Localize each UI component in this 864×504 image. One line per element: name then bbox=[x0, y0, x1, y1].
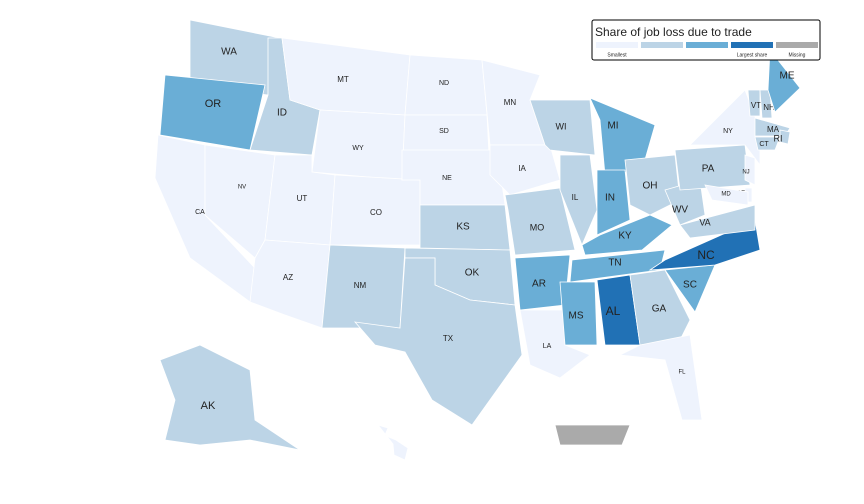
legend-swatch bbox=[776, 42, 818, 48]
legend-swatch bbox=[596, 42, 638, 48]
state-label: RI bbox=[774, 133, 783, 143]
state-label: UT bbox=[297, 194, 308, 203]
state-label: NE bbox=[442, 175, 452, 182]
legend-swatch bbox=[641, 42, 683, 48]
state-label: AK bbox=[201, 400, 216, 412]
state bbox=[249, 239, 331, 329]
state bbox=[375, 424, 409, 461]
state bbox=[504, 187, 576, 256]
state bbox=[489, 144, 561, 196]
state-label: NJ bbox=[742, 170, 749, 176]
legend-swatch bbox=[731, 42, 773, 48]
state bbox=[759, 89, 773, 119]
state-label: MS bbox=[569, 311, 584, 322]
states: WA OR CA NV ID MT WY UT AZ CO NM ND SD NE KS OK TX MN IA MO… bbox=[154, 19, 801, 461]
state-label: CT bbox=[759, 141, 769, 148]
state bbox=[664, 264, 716, 313]
state-label: VA bbox=[699, 217, 710, 227]
legend-label: Smallest bbox=[607, 52, 627, 58]
state-label: WI bbox=[556, 121, 567, 131]
state-label: TX bbox=[443, 334, 454, 343]
state-label: IA bbox=[518, 164, 526, 173]
state bbox=[596, 169, 631, 236]
legend-label: Largest share bbox=[737, 52, 768, 58]
state-label: ME bbox=[780, 71, 795, 82]
legend: Share of job loss due to trade Smallest L… bbox=[591, 19, 821, 61]
state-label: WA bbox=[221, 47, 237, 58]
state bbox=[569, 249, 666, 283]
state-label: IN bbox=[605, 193, 615, 204]
state-label: NM bbox=[354, 281, 367, 290]
state-label: OR bbox=[205, 98, 222, 110]
state bbox=[581, 214, 673, 256]
state bbox=[559, 154, 598, 247]
state-label: MD bbox=[721, 192, 731, 198]
state-label: SD bbox=[439, 128, 449, 135]
state bbox=[704, 184, 749, 206]
state-label: MT bbox=[337, 75, 349, 84]
state-label: NH bbox=[763, 103, 775, 112]
state bbox=[529, 99, 596, 156]
state-label: AZ bbox=[283, 273, 293, 282]
state bbox=[747, 89, 761, 117]
state bbox=[744, 154, 756, 186]
state-label: KS bbox=[456, 222, 470, 233]
state-label: ID bbox=[277, 108, 287, 119]
state-label: AL bbox=[606, 304, 621, 318]
state bbox=[618, 334, 703, 421]
state-label: SC bbox=[683, 280, 697, 291]
state-label: GA bbox=[652, 304, 667, 315]
state-label: NC bbox=[697, 248, 715, 262]
state-label: FL bbox=[678, 370, 686, 376]
state-label: ND bbox=[439, 80, 449, 87]
state bbox=[159, 344, 301, 451]
state bbox=[767, 48, 801, 113]
state-label: AR bbox=[532, 279, 546, 290]
legend-title: Share of job loss due to trade bbox=[595, 25, 752, 39]
state bbox=[354, 257, 523, 426]
state-label: KY bbox=[618, 231, 632, 242]
state-label: NY bbox=[723, 128, 733, 135]
state bbox=[559, 281, 598, 346]
state bbox=[554, 424, 631, 446]
state-label: PA bbox=[702, 164, 715, 175]
state-label: MI bbox=[607, 121, 618, 132]
legend-box bbox=[591, 19, 821, 61]
state-label: OH bbox=[643, 181, 658, 192]
state-label: WY bbox=[352, 145, 364, 152]
state-label: TN bbox=[608, 258, 621, 269]
state-label: CA bbox=[195, 209, 205, 216]
state bbox=[679, 204, 756, 239]
state-label: MA bbox=[767, 125, 780, 134]
state-label: MO bbox=[530, 222, 545, 232]
state-label: LA bbox=[543, 343, 552, 350]
state-label: NV bbox=[238, 185, 246, 191]
state-label: MN bbox=[504, 98, 517, 107]
state-label: IL bbox=[572, 193, 579, 202]
state bbox=[754, 136, 781, 151]
state-label: VT bbox=[751, 101, 761, 110]
state bbox=[629, 269, 691, 346]
legend-label: Missing bbox=[789, 52, 806, 58]
state-label: WV bbox=[672, 205, 688, 216]
state bbox=[674, 144, 751, 191]
state-label: OK bbox=[465, 268, 480, 279]
state bbox=[624, 154, 681, 216]
state-label: CO bbox=[370, 208, 382, 217]
state bbox=[779, 129, 791, 145]
legend-swatch bbox=[686, 42, 728, 48]
